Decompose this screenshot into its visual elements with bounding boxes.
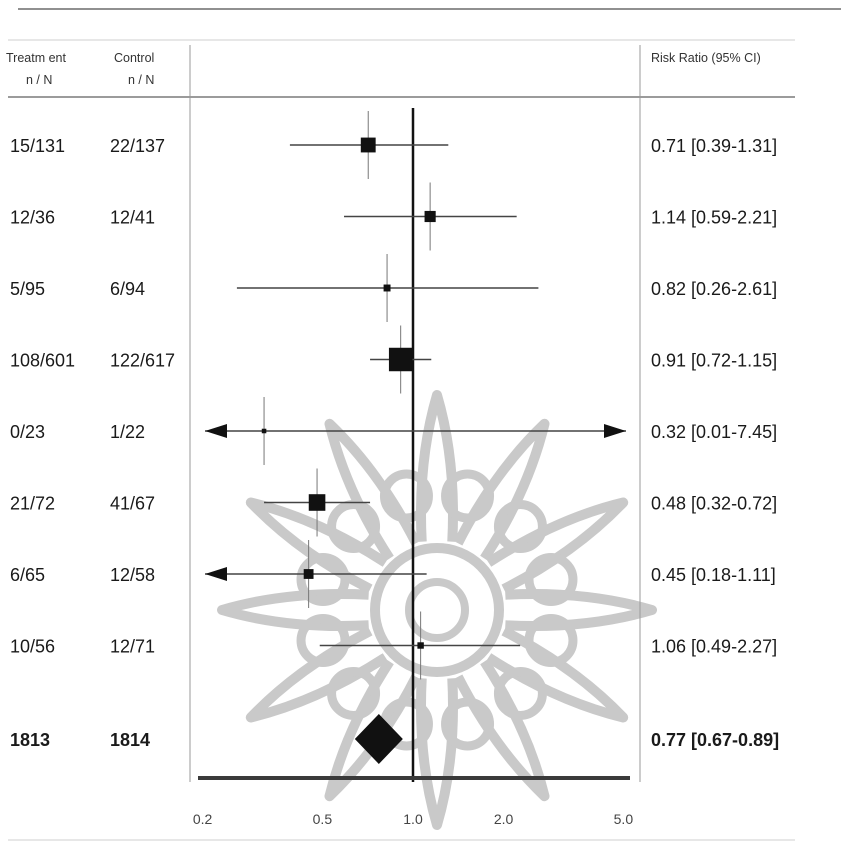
control-cell: 1/22 [110,422,145,442]
treatment-cell: 21/72 [10,494,55,514]
point-estimate-box [417,642,424,649]
watermark-ring [379,469,433,523]
risk-ratio-label: 0.91 [0.72-1.15] [651,351,777,371]
watermark-ring [296,614,350,668]
point-estimate-box [383,284,391,292]
risk-ratio-label: 0.71 [0.39-1.31] [651,136,777,156]
watermark-ornament [217,390,657,830]
watermark-ring [524,614,578,668]
treatment-header: Treatm ent [6,51,67,65]
control-cell: 12/58 [110,565,155,585]
pooled-diamond [354,714,403,764]
x-tick-label: 0.2 [193,811,213,827]
watermark-ring [327,666,381,720]
watermark-ring [524,552,578,606]
risk-ratio-label: 1.06 [0.49-2.27] [651,637,777,657]
watermark-ring [493,666,547,720]
watermark-core [370,543,504,677]
control-subheader: n / N [128,73,154,87]
control-cell: 22/137 [110,136,165,156]
total-row: 1813 1814 0.77 [0.67-0.89] [10,714,779,764]
point-estimate-box [360,137,376,153]
study-row: 6/65 12/58 0.45 [0.18-1.11] [10,540,776,608]
risk-ratio-label: 0.45 [0.18-1.11] [651,565,776,585]
point-estimate-box [388,347,413,372]
study-row: 0/23 1/22 0.32 [0.01-7.45] [10,397,777,465]
x-tick-label: 1.0 [403,811,423,827]
pooled-risk-ratio-label: 0.77 [0.67-0.89] [651,730,779,750]
treatment-cell: 6/65 [10,565,45,585]
study-rows: 15/131 22/137 0.71 [0.39-1.31] 12/36 12/41 1.… [10,108,779,782]
point-estimate-box [424,210,436,223]
point-estimate-box [261,428,267,434]
x-tick-label: 0.5 [313,811,333,827]
risk-ratio-label: 1.14 [0.59-2.21] [651,208,777,228]
control-total: 1814 [110,730,150,750]
treatment-cell: 15/131 [10,136,65,156]
study-row: 5/95 6/94 0.82 [0.26-2.61] [10,254,777,322]
x-tick-label: 2.0 [494,811,514,827]
watermark-ring [327,500,381,554]
control-cell: 41/67 [110,494,155,514]
risk-ratio-label: 0.82 [0.26-2.61] [651,279,777,299]
study-row: 12/36 12/41 1.14 [0.59-2.21] [10,182,777,251]
treatment-cell: 0/23 [10,422,45,442]
ci-arrow-left [205,424,227,438]
watermark-petals [217,390,657,830]
treatment-total: 1813 [10,730,50,750]
study-row: 108/601 122/617 0.91 [0.72-1.15] [10,325,777,394]
treatment-subheader: n / N [26,73,52,87]
study-row: 15/131 22/137 0.71 [0.39-1.31] [10,111,777,179]
risk-ratio-label: 0.48 [0.32-0.72] [651,494,777,514]
treatment-cell: 5/95 [10,279,45,299]
x-axis: 0.2 0.5 1.0 2.0 5.0 [193,776,634,827]
risk-ratio-label: 0.32 [0.01-7.45] [651,422,777,442]
watermark-center [405,578,469,642]
control-cell: 12/71 [110,637,155,657]
control-cell: 122/617 [110,351,175,371]
study-row: 21/72 41/67 0.48 [0.32-0.72] [10,468,777,537]
control-cell: 6/94 [110,279,145,299]
study-row: 10/56 12/71 1.06 [0.49-2.27] [10,611,777,680]
ci-arrow-left [205,567,227,581]
risk-ratio-header: Risk Ratio (95% CI) [651,51,761,65]
control-cell: 12/41 [110,208,155,228]
x-tick-label: 5.0 [614,811,634,827]
watermark-ring [493,500,547,554]
watermark-ring [441,697,495,751]
watermark-ring [441,469,495,523]
control-header: Control [114,51,154,65]
treatment-cell: 10/56 [10,637,55,657]
ci-arrow-right [604,424,626,438]
point-estimate-box [303,569,314,579]
point-estimate-box [308,494,326,511]
watermark-ring [296,552,350,606]
treatment-cell: 108/601 [10,351,75,371]
treatment-cell: 12/36 [10,208,55,228]
